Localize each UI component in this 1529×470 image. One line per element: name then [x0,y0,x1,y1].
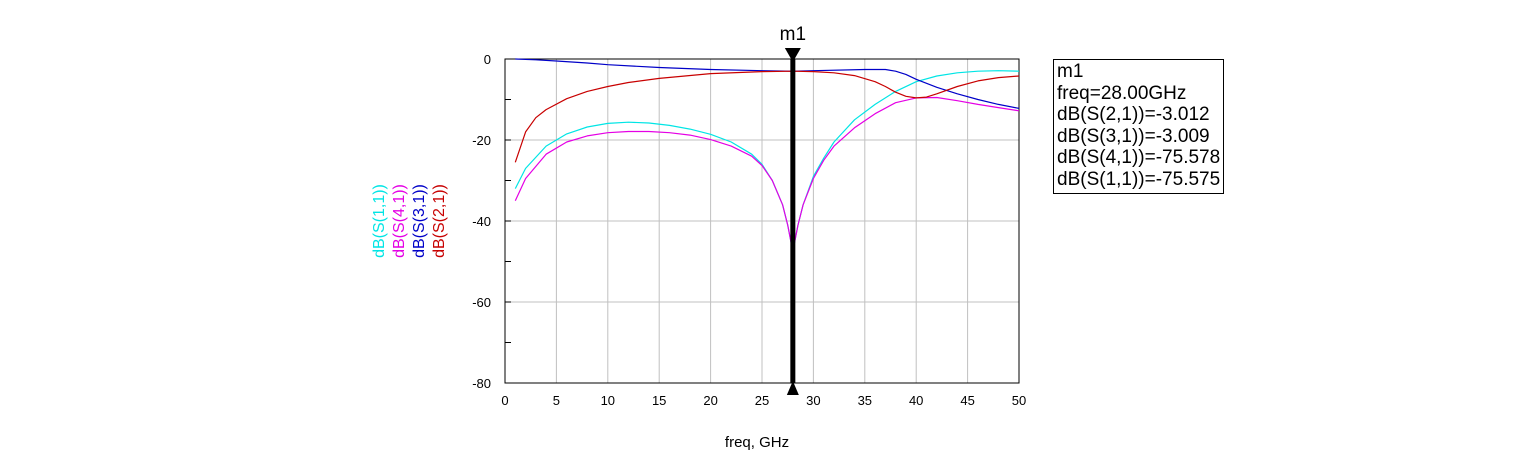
marker-bottom-triangle[interactable] [786,381,799,395]
x-tick-label: 10 [601,393,615,408]
series-line [514,96,1020,252]
readout-line: dB(S(3,1))=-3.009 [1057,125,1210,147]
series-line [515,58,1020,109]
x-tick-label: 5 [553,393,560,408]
series-line [514,70,1020,163]
x-axis-title: freq, GHz [725,434,789,451]
x-tick-label: 20 [703,393,717,408]
series-line [514,70,1020,252]
readout-line: m1 [1057,61,1084,82]
readout-line: freq=28.00GHz [1057,82,1187,104]
y-tick-label: -40 [472,214,491,229]
y-tick-label: -20 [472,133,491,148]
marker-m1[interactable]: m1 [780,24,806,395]
marker-readout-box: m1 freq=28.00GHz dB(S(2,1))=-3.012 dB(S(3,1… [1053,59,1225,194]
x-tick-label: 45 [960,393,974,408]
y-tick-label: -60 [472,295,491,310]
marker-top-triangle[interactable] [784,48,801,62]
x-tick-label: 30 [806,393,820,408]
series-lines [514,58,1020,252]
readout-line: dB(S(4,1))=-75.578 [1057,147,1221,169]
minor-ticks [505,99,511,343]
y-axis-series-title: dB(S(4,1)) [391,184,408,258]
x-tick-label: 50 [1012,393,1026,408]
x-tick-label: 0 [501,393,508,408]
x-tick-label: 40 [909,393,923,408]
readout-line: dB(S(1,1))=-75.575 [1057,168,1221,190]
y-axis-legend-titles: dB(S(1,1)) dB(S(4,1)) dB(S(3,1)) dB(S(2,1)) [371,184,448,258]
x-tick-labels: 0 5 10 15 20 25 30 35 40 45 50 [501,393,1026,408]
x-tick-label: 35 [858,393,872,408]
y-tick-label: -80 [472,376,491,391]
y-axis-series-title: dB(S(3,1)) [411,184,428,258]
x-tick-label: 25 [755,393,769,408]
y-tick-label: 0 [484,52,491,67]
marker-label: m1 [780,24,806,45]
x-tick-label: 15 [652,393,666,408]
grid-lines [505,59,1019,383]
readout-line: dB(S(2,1))=-3.012 [1057,104,1210,126]
y-axis-series-title: dB(S(1,1)) [371,184,388,258]
y-tick-labels: 0 -20 -40 -60 -80 [472,52,491,391]
y-axis-series-title: dB(S(2,1)) [431,184,448,258]
